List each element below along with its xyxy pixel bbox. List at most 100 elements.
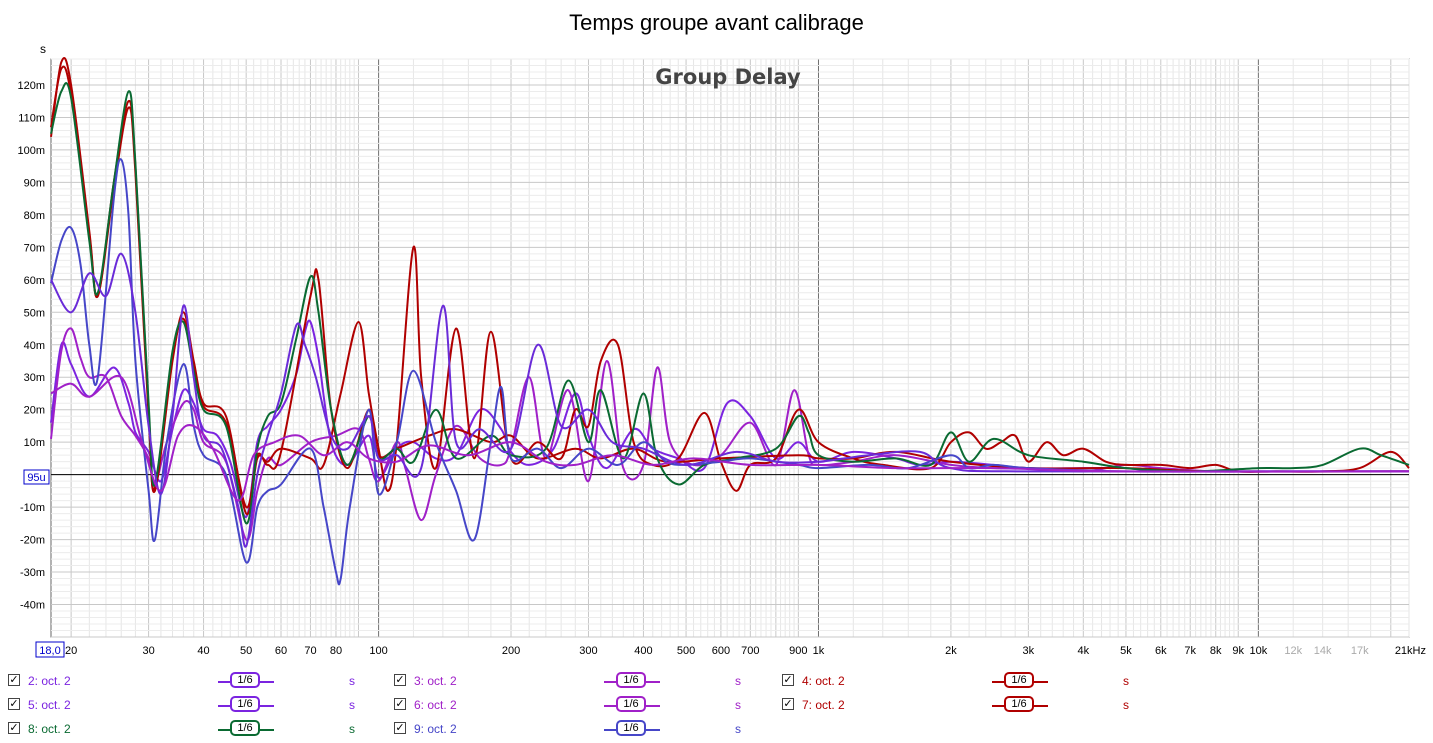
y-tick-label: 120m [17, 80, 45, 92]
legend-item: ✓ 8: oct. 2 1/6 s [8, 720, 388, 740]
legend-checkbox[interactable]: ✓ [394, 722, 406, 734]
smoothing-button[interactable]: 1/6 [1004, 672, 1034, 688]
smoothing-button[interactable]: 1/6 [230, 672, 260, 688]
y-tick-label: -10m [20, 502, 45, 514]
x-tick-label: 10k [1249, 645, 1267, 657]
legend-item: ✓ 3: oct. 2 1/6 s [394, 672, 774, 692]
x-start-label: 18,0 [39, 645, 60, 657]
smoothing-button[interactable]: 1/6 [616, 720, 646, 736]
legend-unit: s [349, 722, 355, 736]
legend-label: 3: oct. 2 [414, 674, 457, 688]
x-tick-label: 6k [1155, 645, 1167, 657]
x-tick-label: 600 [712, 645, 730, 657]
y-marker-label: 95u [27, 472, 45, 484]
x-tick-label: 30 [142, 645, 154, 657]
legend-item: ✓ 7: oct. 2 1/6 s [782, 696, 1162, 716]
x-start-marker: 18,0 [35, 641, 65, 658]
y-tick-label: 60m [24, 275, 45, 287]
x-tick-label: 4k [1078, 645, 1090, 657]
x-tick-label: 400 [634, 645, 652, 657]
y-tick-label: -30m [20, 567, 45, 579]
legend-checkbox[interactable]: ✓ [394, 698, 406, 710]
legend-label: 7: oct. 2 [802, 698, 845, 712]
series-group [50, 57, 1410, 586]
legend-checkbox[interactable]: ✓ [8, 698, 20, 710]
y-tick-label: -20m [20, 535, 45, 547]
plot-title: Group Delay [655, 65, 801, 89]
x-tick-label: 80 [330, 645, 342, 657]
x-tick-label: 8k [1210, 645, 1222, 657]
x-tick-label: 500 [677, 645, 695, 657]
legend-unit: s [1123, 674, 1129, 688]
legend-item: ✓ 2: oct. 2 1/6 s [8, 672, 388, 692]
smoothing-button[interactable]: 1/6 [616, 672, 646, 688]
legend-unit: s [349, 698, 355, 712]
x-tick-label: 3k [1023, 645, 1035, 657]
legend-label: 8: oct. 2 [28, 722, 71, 736]
grid-lines [51, 58, 1410, 638]
legend-unit: s [735, 698, 741, 712]
x-tick-label: 40 [197, 645, 209, 657]
legend-item: ✓ 6: oct. 2 1/6 s [394, 696, 774, 716]
y-marker: 95u [23, 469, 50, 485]
legend-unit: s [349, 674, 355, 688]
x-tick-label: 200 [502, 645, 520, 657]
smoothing-button[interactable]: 1/6 [1004, 696, 1034, 712]
x-tick-label: 20 [65, 645, 77, 657]
y-tick-label: -40m [20, 600, 45, 612]
y-tick-label: 110m [18, 112, 45, 124]
y-tick-label: 80m [24, 210, 45, 222]
legend-checkbox[interactable]: ✓ [8, 722, 20, 734]
x-tick-label: 5k [1120, 645, 1132, 657]
x-tick-label: 21kHz [1395, 645, 1426, 657]
legend-item: ✓ 4: oct. 2 1/6 s [782, 672, 1162, 692]
legend-label: 9: oct. 2 [414, 722, 457, 736]
y-tick-label: 40m [24, 340, 45, 352]
group-delay-chart: 120m 110m 100m 90m 80m 70m 60m 50m 40m 30m 20m 10m -… [17, 42, 1426, 658]
y-tick-label: 100m [17, 145, 45, 157]
x-tick-label: 70 [304, 645, 316, 657]
legend-checkbox[interactable]: ✓ [782, 674, 794, 686]
smoothing-button[interactable]: 1/6 [230, 720, 260, 736]
x-tick-label: 9k [1232, 645, 1244, 657]
y-tick-label: 70m [24, 242, 45, 254]
legend-unit: s [735, 722, 741, 736]
x-tick-label: 1k [813, 645, 825, 657]
y-tick-label: 10m [24, 437, 45, 449]
x-tick-label: 900 [789, 645, 807, 657]
x-tick-label: 12k [1284, 645, 1302, 657]
x-tick-label: 14k [1314, 645, 1332, 657]
x-tick-label: 50 [240, 645, 252, 657]
smoothing-button[interactable]: 1/6 [616, 696, 646, 712]
series-line-8 [50, 82, 1410, 525]
y-axis-unit: s [40, 42, 46, 56]
x-tick-label: 100 [369, 645, 387, 657]
x-tick-label: 17k [1351, 645, 1369, 657]
series-line-6 [50, 374, 1410, 502]
smoothing-button[interactable]: 1/6 [230, 696, 260, 712]
chart-title: Temps groupe avant calibrage [569, 10, 864, 35]
legend-item: ✓ 9: oct. 2 1/6 s [394, 720, 774, 740]
series-line-9 [50, 158, 1409, 586]
legend-item: ✓ 5: oct. 2 1/6 s [8, 696, 388, 716]
y-tick-label: 90m [24, 177, 45, 189]
x-tick-label: 700 [741, 645, 759, 657]
legend-label: 2: oct. 2 [28, 674, 71, 688]
legend-label: 5: oct. 2 [28, 698, 71, 712]
plot-area [50, 58, 1410, 638]
y-tick-label: 30m [24, 372, 45, 384]
legend-label: 6: oct. 2 [414, 698, 457, 712]
x-tick-label: 7k [1184, 645, 1196, 657]
legend-unit: s [1123, 698, 1129, 712]
x-axis-ticks: 20 30 40 50 60 70 80 100 200 300 400 500 600 700 900 1k… [65, 645, 1426, 657]
legend-unit: s [735, 674, 741, 688]
x-tick-label: 2k [945, 645, 957, 657]
y-tick-label: 50m [24, 307, 45, 319]
y-axis-ticks: 120m 110m 100m 90m 80m 70m 60m 50m 40m 30m 20m 10m -… [17, 80, 45, 612]
legend-label: 4: oct. 2 [802, 674, 845, 688]
legend-checkbox[interactable]: ✓ [394, 674, 406, 686]
x-tick-label: 300 [579, 645, 597, 657]
legend-checkbox[interactable]: ✓ [782, 698, 794, 710]
legend-checkbox[interactable]: ✓ [8, 674, 20, 686]
series-line-5 [50, 252, 1410, 548]
